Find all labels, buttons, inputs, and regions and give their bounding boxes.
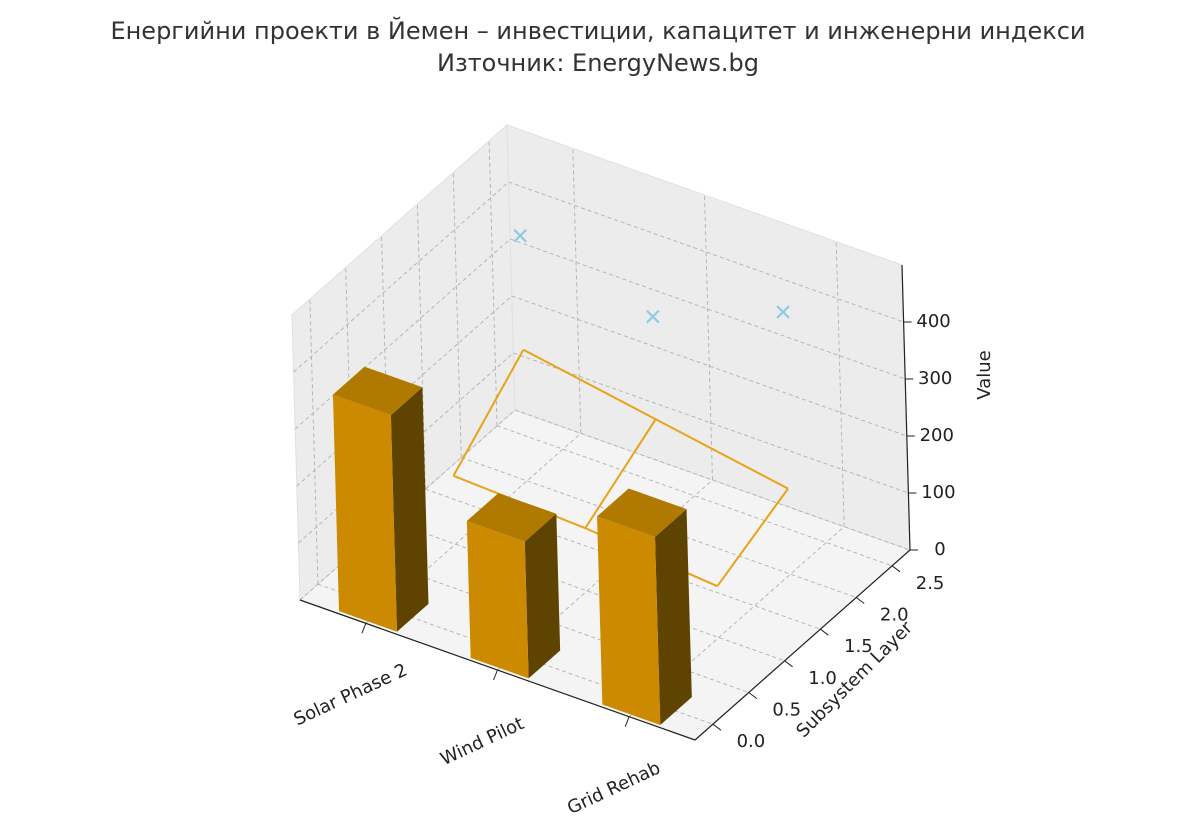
z-tick-label: 300 bbox=[918, 368, 952, 389]
grid-line bbox=[835, 241, 845, 527]
z-tick-label: 400 bbox=[916, 311, 950, 332]
z-axis-label: Value bbox=[974, 350, 995, 399]
x-tick-label: Wind Pilot bbox=[437, 713, 527, 770]
bar-front bbox=[466, 521, 529, 679]
y-tick bbox=[855, 597, 865, 604]
bar-top bbox=[332, 366, 423, 416]
y-tick bbox=[748, 692, 758, 699]
axis-line bbox=[901, 264, 911, 551]
axis-line bbox=[694, 549, 911, 741]
scatter-point bbox=[513, 228, 527, 243]
bar-side bbox=[655, 509, 692, 726]
bar-front bbox=[332, 394, 397, 632]
grid-line bbox=[309, 299, 319, 585]
bar-top bbox=[466, 493, 557, 542]
grid-line bbox=[294, 238, 511, 430]
grid-line bbox=[416, 204, 426, 490]
y-tick-label: 0.5 bbox=[772, 700, 801, 721]
x-tick bbox=[493, 669, 498, 681]
bar-side bbox=[524, 513, 561, 679]
bar-side bbox=[390, 387, 429, 632]
y-tick-label: 1.0 bbox=[808, 668, 837, 689]
chart-subtitle: Източник: EnergyNews.bg bbox=[437, 49, 759, 77]
y-tick bbox=[820, 628, 829, 636]
z-tick-label: 200 bbox=[920, 425, 954, 446]
x-tick bbox=[624, 716, 630, 727]
grid-line bbox=[293, 181, 509, 373]
grid-line bbox=[628, 526, 845, 718]
scatter-point bbox=[646, 309, 660, 324]
x-tick-label: Solar Phase 2 bbox=[291, 659, 411, 730]
y-tick-label: 0.0 bbox=[737, 731, 766, 752]
chart-title: Енергийни проекти в Йемен – инвестиции, … bbox=[110, 16, 1085, 45]
grid-line bbox=[704, 194, 713, 481]
wireframe-line bbox=[584, 418, 657, 529]
wireframe-line bbox=[452, 349, 525, 477]
y-tick-label: 2.0 bbox=[880, 605, 909, 626]
y-tick-label: 2.5 bbox=[916, 573, 945, 594]
grid-line bbox=[572, 148, 582, 434]
bar-front bbox=[597, 516, 661, 726]
scatter-point bbox=[776, 305, 790, 319]
y-tick bbox=[891, 565, 901, 573]
grid-line bbox=[488, 140, 498, 426]
y-tick-label: 1.5 bbox=[844, 636, 873, 657]
z-tick-label: 0 bbox=[934, 539, 945, 560]
x-tick-label: Grid Rehab bbox=[564, 758, 664, 819]
bar-top bbox=[597, 488, 687, 537]
grid-line bbox=[452, 172, 462, 458]
wireframe-line bbox=[716, 488, 789, 587]
z-tick-label: 100 bbox=[921, 482, 955, 503]
x-tick bbox=[361, 623, 367, 634]
y-tick bbox=[784, 660, 793, 668]
y-tick bbox=[712, 723, 722, 731]
